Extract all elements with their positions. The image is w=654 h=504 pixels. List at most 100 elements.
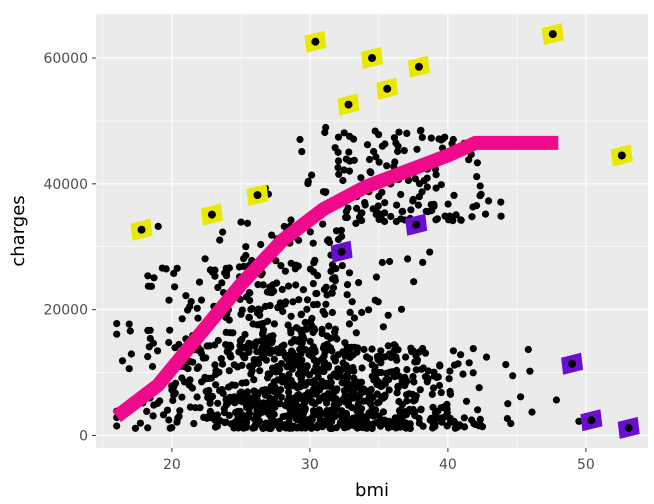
- data-point: [204, 392, 212, 400]
- data-point: [154, 347, 162, 355]
- data-point: [446, 367, 454, 375]
- data-point: [168, 424, 176, 432]
- data-point: [267, 411, 275, 419]
- data-point: [386, 257, 394, 266]
- data-point: [308, 416, 316, 424]
- data-point: [249, 361, 257, 369]
- data-point: [409, 197, 417, 205]
- data-point: [308, 171, 316, 179]
- data-point: [304, 389, 312, 397]
- data-point: [485, 197, 493, 205]
- data-point: [299, 286, 307, 294]
- data-point: [144, 353, 152, 361]
- data-point: [273, 279, 281, 287]
- highlight-point: [383, 84, 392, 93]
- data-point: [175, 340, 183, 349]
- data-point: [372, 206, 380, 214]
- data-point: [237, 418, 246, 426]
- data-point: [163, 406, 172, 414]
- data-point: [266, 394, 274, 402]
- data-point: [361, 199, 369, 207]
- data-point: [169, 396, 177, 404]
- data-point: [125, 320, 133, 328]
- data-point: [436, 362, 444, 370]
- data-point: [195, 278, 204, 286]
- data-point: [340, 166, 348, 174]
- data-point: [465, 156, 473, 164]
- data-point: [391, 420, 399, 428]
- data-point: [469, 345, 477, 353]
- data-point: [278, 285, 286, 294]
- y-tick-label: 60000: [43, 51, 88, 67]
- data-point: [243, 219, 252, 227]
- data-point: [131, 424, 139, 432]
- x-tick-label: 40: [439, 457, 457, 473]
- data-point: [345, 320, 353, 328]
- data-point: [148, 362, 157, 371]
- x-axis: 20 30 40 50: [163, 448, 595, 473]
- data-point: [312, 290, 320, 298]
- data-point: [517, 393, 525, 401]
- data-point: [457, 351, 465, 359]
- data-point: [218, 360, 227, 368]
- data-point: [277, 262, 285, 270]
- data-point: [379, 323, 387, 331]
- data-point: [429, 384, 438, 392]
- data-point: [251, 388, 259, 396]
- data-point: [415, 180, 424, 188]
- data-point: [369, 393, 377, 401]
- data-point: [450, 361, 459, 369]
- data-point: [296, 345, 304, 353]
- data-point: [165, 296, 173, 304]
- data-point: [295, 296, 303, 304]
- data-point: [144, 424, 152, 432]
- highlight-point: [253, 191, 262, 200]
- data-point: [280, 222, 288, 231]
- data-point: [384, 311, 392, 319]
- data-point: [365, 155, 374, 164]
- data-point: [375, 192, 383, 200]
- data-point: [211, 266, 219, 274]
- data-point: [178, 393, 186, 401]
- x-tick-label: 30: [301, 457, 319, 473]
- data-point: [297, 374, 305, 382]
- data-point: [207, 414, 215, 422]
- data-point: [390, 341, 398, 349]
- data-point: [178, 315, 186, 323]
- data-point: [357, 388, 365, 396]
- data-point: [244, 342, 252, 350]
- data-point: [113, 320, 121, 328]
- data-point: [403, 366, 411, 374]
- data-point: [268, 422, 276, 430]
- data-point: [228, 381, 236, 389]
- data-point: [247, 305, 255, 313]
- data-point: [350, 156, 358, 164]
- data-point: [311, 256, 319, 264]
- data-point: [482, 353, 491, 361]
- data-point: [497, 212, 505, 220]
- data-point: [352, 219, 360, 227]
- data-point: [217, 355, 225, 363]
- data-point: [173, 418, 181, 426]
- data-point: [318, 393, 326, 402]
- data-point: [410, 278, 418, 286]
- data-point: [188, 384, 196, 392]
- data-point: [194, 314, 202, 322]
- data-point: [376, 422, 385, 430]
- data-point: [365, 306, 373, 314]
- data-point: [166, 326, 174, 334]
- data-point: [417, 406, 425, 414]
- data-point: [410, 378, 418, 386]
- data-point: [310, 326, 319, 334]
- data-point: [268, 231, 276, 239]
- data-point: [476, 415, 484, 423]
- data-point: [419, 258, 427, 266]
- data-point: [150, 274, 158, 282]
- data-point: [144, 326, 152, 335]
- data-point: [441, 413, 449, 421]
- data-point: [143, 407, 151, 415]
- data-point: [397, 305, 406, 313]
- data-point: [377, 215, 385, 223]
- data-point: [297, 310, 305, 318]
- data-point: [403, 391, 411, 399]
